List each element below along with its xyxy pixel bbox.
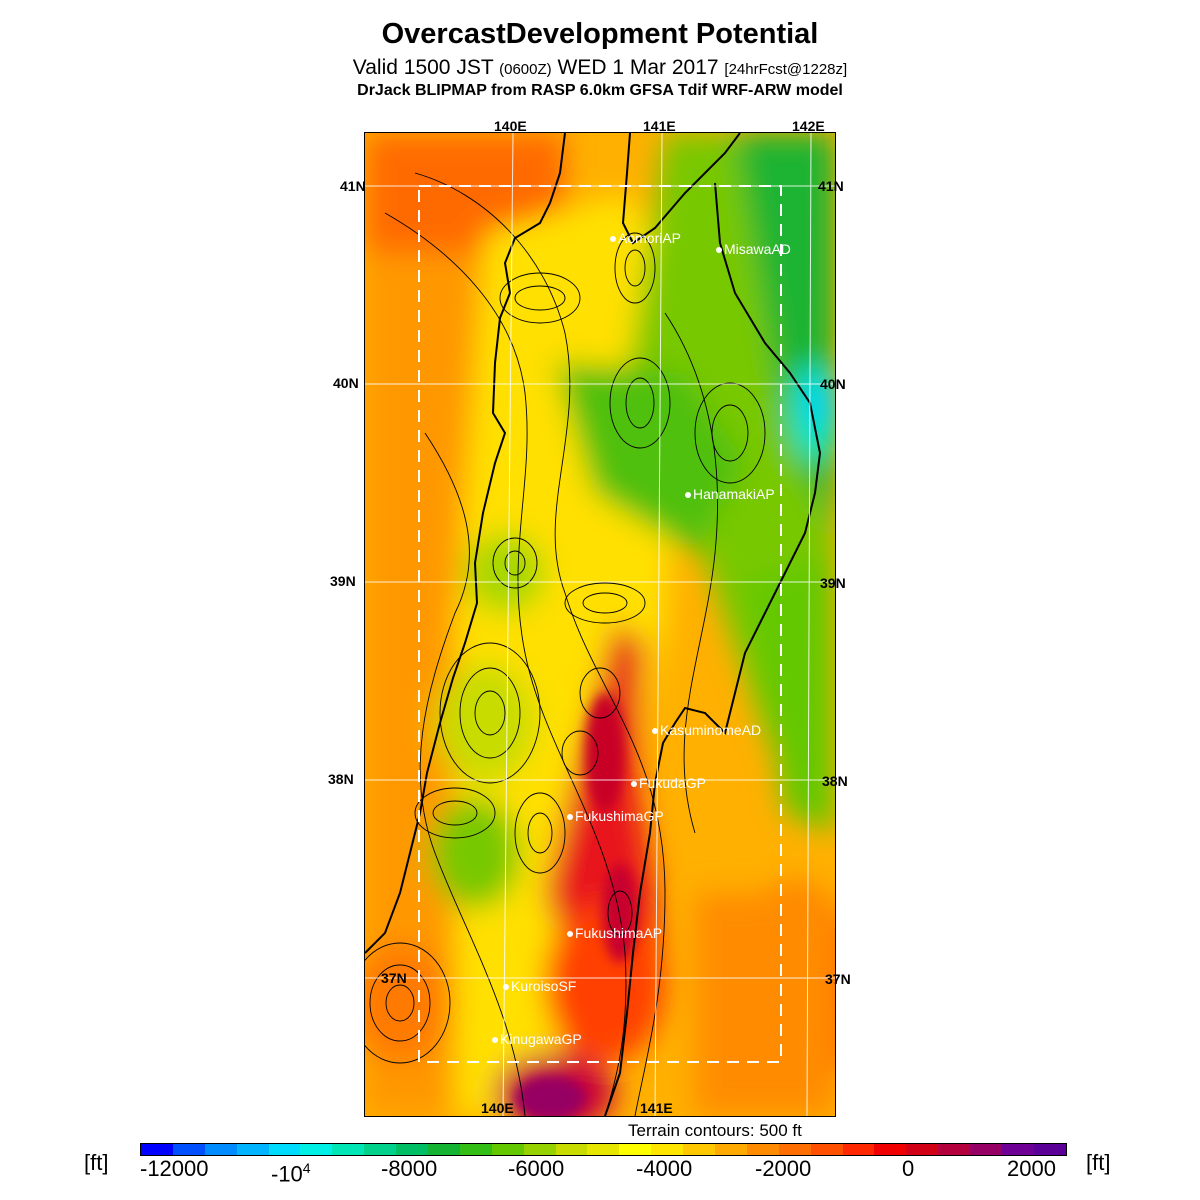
lon-label-140e-bottom: 140E [481, 1100, 514, 1116]
color-scale-swatch [715, 1144, 747, 1155]
color-scale-swatch [938, 1144, 971, 1155]
color-scale-swatch [555, 1144, 588, 1155]
color-scale-swatch [428, 1144, 460, 1155]
color-scale-swatch [874, 1144, 907, 1155]
station-marker [503, 984, 509, 991]
color-scale-swatch [683, 1144, 716, 1155]
lat-label-37n-right: 37N [825, 971, 851, 987]
station-label: AomoriAP [618, 230, 682, 246]
station-marker [610, 236, 616, 243]
terrain-contours-note: Terrain contours: 500 ft [628, 1121, 802, 1140]
color-scale-swatch [491, 1144, 524, 1155]
station-fukushima-gp[interactable]: FukushimaGP [567, 808, 664, 824]
station-marker [567, 814, 573, 821]
station-marker [716, 247, 722, 254]
station-label: FukudaGP [639, 775, 706, 791]
scale-tick-label: 0 [902, 1156, 915, 1181]
color-scale-swatch [842, 1144, 875, 1155]
station-label: FukushimaGP [575, 808, 664, 824]
color-scale-swatch [236, 1144, 269, 1155]
model-subtitle: DrJack BLIPMAP from RASP 6.0km GFSA Tdif… [357, 82, 843, 99]
scale-tick-label: -12000 [140, 1156, 209, 1181]
color-scale-swatch [300, 1144, 333, 1155]
valid-time: Valid 1500 JST (0600Z) WED 1 Mar 2017 [2… [0, 56, 1200, 80]
forecast-map[interactable] [364, 132, 836, 1117]
color-scale-bar [140, 1143, 1067, 1156]
color-scale-swatch [332, 1144, 365, 1155]
lat-label-41n-right: 41N [818, 178, 844, 194]
scale-tick-base: -10 [271, 1161, 303, 1187]
scale-tick-label: 2000 [1007, 1156, 1056, 1181]
station-marker [652, 728, 658, 735]
lat-label-40n-left: 40N [333, 375, 359, 391]
color-scale-swatch [141, 1144, 173, 1155]
lon-label-140e-top: 140E [494, 118, 527, 134]
color-scale-swatch [364, 1144, 397, 1155]
station-label: KinugawaGP [500, 1031, 582, 1047]
scale-tick-label: -6000 [508, 1156, 565, 1181]
station-kinugawa-gp[interactable]: KinugawaGP [492, 1031, 582, 1047]
scale-tick-label: -4000 [636, 1156, 693, 1181]
color-scale-swatch [619, 1144, 652, 1155]
lon-label-141e-bottom: 141E [640, 1100, 673, 1116]
station-label: FukushimaAP [575, 925, 663, 941]
station-marker [631, 781, 637, 788]
lat-label-38n-right: 38N [822, 773, 848, 789]
color-scale-swatch [810, 1144, 843, 1155]
station-marker [685, 492, 691, 499]
color-scale-swatch [746, 1144, 779, 1155]
station-marker [492, 1037, 498, 1044]
scale-tick-label: -8000 [381, 1156, 438, 1181]
station-label: MisawaAD [724, 241, 791, 257]
lon-label-142e-top: 142E [792, 118, 825, 134]
valid-zulu: (0600Z) [499, 61, 552, 78]
color-scale-swatch [778, 1144, 811, 1155]
lat-label-39n-left: 39N [330, 573, 356, 589]
station-kasuminome-ad[interactable]: KasuminomeAD [652, 722, 761, 738]
color-scale-swatch [651, 1144, 684, 1155]
lat-label-39n-right: 39N [820, 575, 846, 591]
station-fukuda-gp[interactable]: FukudaGP [631, 775, 706, 791]
lat-label-37n-left: 37N [381, 970, 407, 986]
color-scale-swatch [523, 1144, 556, 1155]
color-scale-swatch [172, 1144, 205, 1155]
station-hanamaki-ap[interactable]: HanamakiAP [685, 486, 775, 502]
color-scale-swatch [459, 1144, 492, 1155]
station-fukushima-ap[interactable]: FukushimaAP [567, 925, 662, 941]
color-scale-swatch [970, 1144, 1003, 1155]
lat-label-40n-right: 40N [820, 376, 846, 392]
valid-prefix: Valid 1500 JST [352, 56, 494, 79]
color-scale-swatch [268, 1144, 301, 1155]
forecast-label: [24hrFcst@1228z] [724, 61, 848, 78]
color-scale-swatch [204, 1144, 237, 1155]
station-kuroiso-sf[interactable]: KuroisoSF [503, 978, 576, 994]
scale-tick-label: -2000 [755, 1156, 812, 1181]
lat-label-38n-left: 38N [328, 771, 354, 787]
scale-tick-exponent: 4 [302, 1160, 311, 1176]
page-title: OvercastDevelopment Potential [381, 18, 819, 50]
station-label: KuroisoSF [511, 978, 577, 994]
lat-label-41n-left: 41N [340, 178, 366, 194]
station-label: HanamakiAP [693, 486, 775, 502]
color-scale-swatch [396, 1144, 429, 1155]
unit-label-left: [ft] [84, 1150, 109, 1175]
color-scale-swatch [906, 1144, 939, 1155]
station-misawa-ad[interactable]: MisawaAD [716, 241, 791, 257]
color-scale-swatch [587, 1144, 620, 1155]
color-scale-swatch [1033, 1144, 1066, 1155]
station-label: KasuminomeAD [660, 722, 762, 738]
station-marker [567, 931, 573, 938]
lon-label-141e-top: 141E [643, 118, 676, 134]
color-scale-swatch [1002, 1144, 1034, 1155]
scale-tick-label: -104 [271, 1160, 311, 1187]
station-aomori-ap[interactable]: AomoriAP [610, 230, 681, 246]
unit-label-right: [ft] [1086, 1150, 1111, 1175]
valid-date: WED 1 Mar 2017 [557, 56, 719, 79]
map-image [365, 133, 835, 1116]
